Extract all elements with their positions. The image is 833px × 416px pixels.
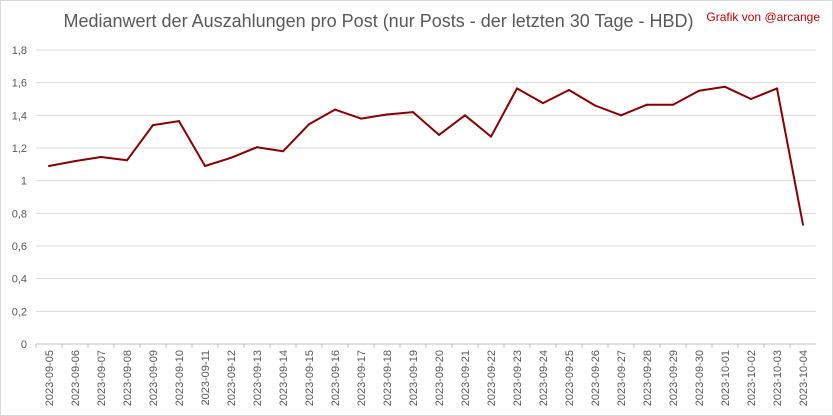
data-point [256,146,258,149]
y-tick-label: 1,8 [12,45,27,57]
x-tick-label: 2023-09-20 [434,350,446,406]
data-point [568,89,570,92]
chart-title: Medianwert der Auszahlungen pro Post (nu… [63,11,694,31]
y-tick-label: 0,6 [12,241,27,253]
chart-credit: Grafik von @arcange [706,10,820,24]
data-point [282,150,284,153]
x-tick-label: 2023-10-02 [746,350,758,406]
data-point [152,124,154,127]
x-tick-label: 2023-10-01 [720,350,732,406]
x-tick-label: 2023-10-03 [772,350,784,406]
data-point [230,156,232,159]
data-point [542,102,544,105]
y-tick-label: 0,4 [12,274,27,286]
x-tick-label: 2023-09-19 [408,350,420,406]
x-axis-ticks: 2023-09-05 2023-09-06 2023-09-07 2023-09-08… [35,344,810,406]
x-tick-label: 2023-09-24 [538,350,550,406]
data-point [438,133,440,136]
data-point [178,120,180,123]
x-tick-label: 2023-09-13 [252,350,264,406]
y-tick-label: 1,6 [12,78,27,90]
series-line [48,85,804,225]
data-point [620,114,622,117]
x-tick-label: 2023-09-09 [148,350,160,406]
data-point [776,87,778,90]
data-point [412,111,414,114]
data-point [464,114,466,117]
y-tick-label: 1,4 [12,110,27,122]
data-point [802,223,804,226]
data-point [204,164,206,167]
x-tick-label: 2023-09-08 [122,350,134,406]
data-point [672,103,674,106]
data-point [334,108,336,111]
data-point [698,89,700,92]
x-tick-label: 2023-09-10 [174,350,186,406]
x-tick-label: 2023-09-23 [512,350,524,406]
gridlines [36,49,816,345]
data-point [360,117,362,120]
data-point [48,164,50,167]
x-tick-label: 2023-09-26 [590,350,602,406]
y-tick-label: 0,2 [12,306,27,318]
x-tick-label: 2023-09-27 [616,350,628,406]
x-tick-label: 2023-09-05 [44,350,56,406]
x-tick-label: 2023-09-16 [330,350,342,406]
data-point [646,103,648,106]
data-point [490,135,492,138]
x-tick-label: 2023-09-18 [382,350,394,406]
x-tick-label: 2023-09-06 [70,350,82,406]
x-tick-label: 2023-09-22 [486,350,498,406]
x-tick-label: 2023-09-14 [278,350,290,406]
x-tick-label: 2023-09-29 [668,350,680,406]
x-tick-label: 2023-09-07 [96,350,108,406]
x-tick-label: 2023-09-17 [356,350,368,406]
y-tick-label: 0,8 [12,208,27,220]
y-tick-label: 1 [21,176,27,188]
data-point [724,85,726,88]
x-tick-label: 2023-09-28 [642,350,654,406]
x-tick-label: 2023-09-21 [460,350,472,406]
x-tick-label: 2023-09-15 [304,350,316,406]
x-tick-label: 2023-09-12 [226,350,238,406]
x-tick-label: 2023-09-11 [200,350,212,405]
data-point [74,160,76,163]
data-point [594,104,596,107]
data-point [386,113,388,116]
data-point [126,159,128,162]
y-tick-label: 1,2 [12,143,27,155]
y-tick-label: 0 [21,339,27,351]
data-point [516,87,518,90]
x-tick-label: 2023-10-04 [798,350,810,406]
x-tick-label: 2023-09-30 [694,350,706,406]
x-tick-label: 2023-09-25 [564,350,576,406]
y-axis-ticks: 0 0,2 0,4 0,6 0,8 1 1,2 1,4 1,6 1,8 [12,45,27,351]
data-point [750,98,752,100]
data-point [308,123,310,126]
series-layer [48,85,804,226]
data-point [100,155,102,158]
